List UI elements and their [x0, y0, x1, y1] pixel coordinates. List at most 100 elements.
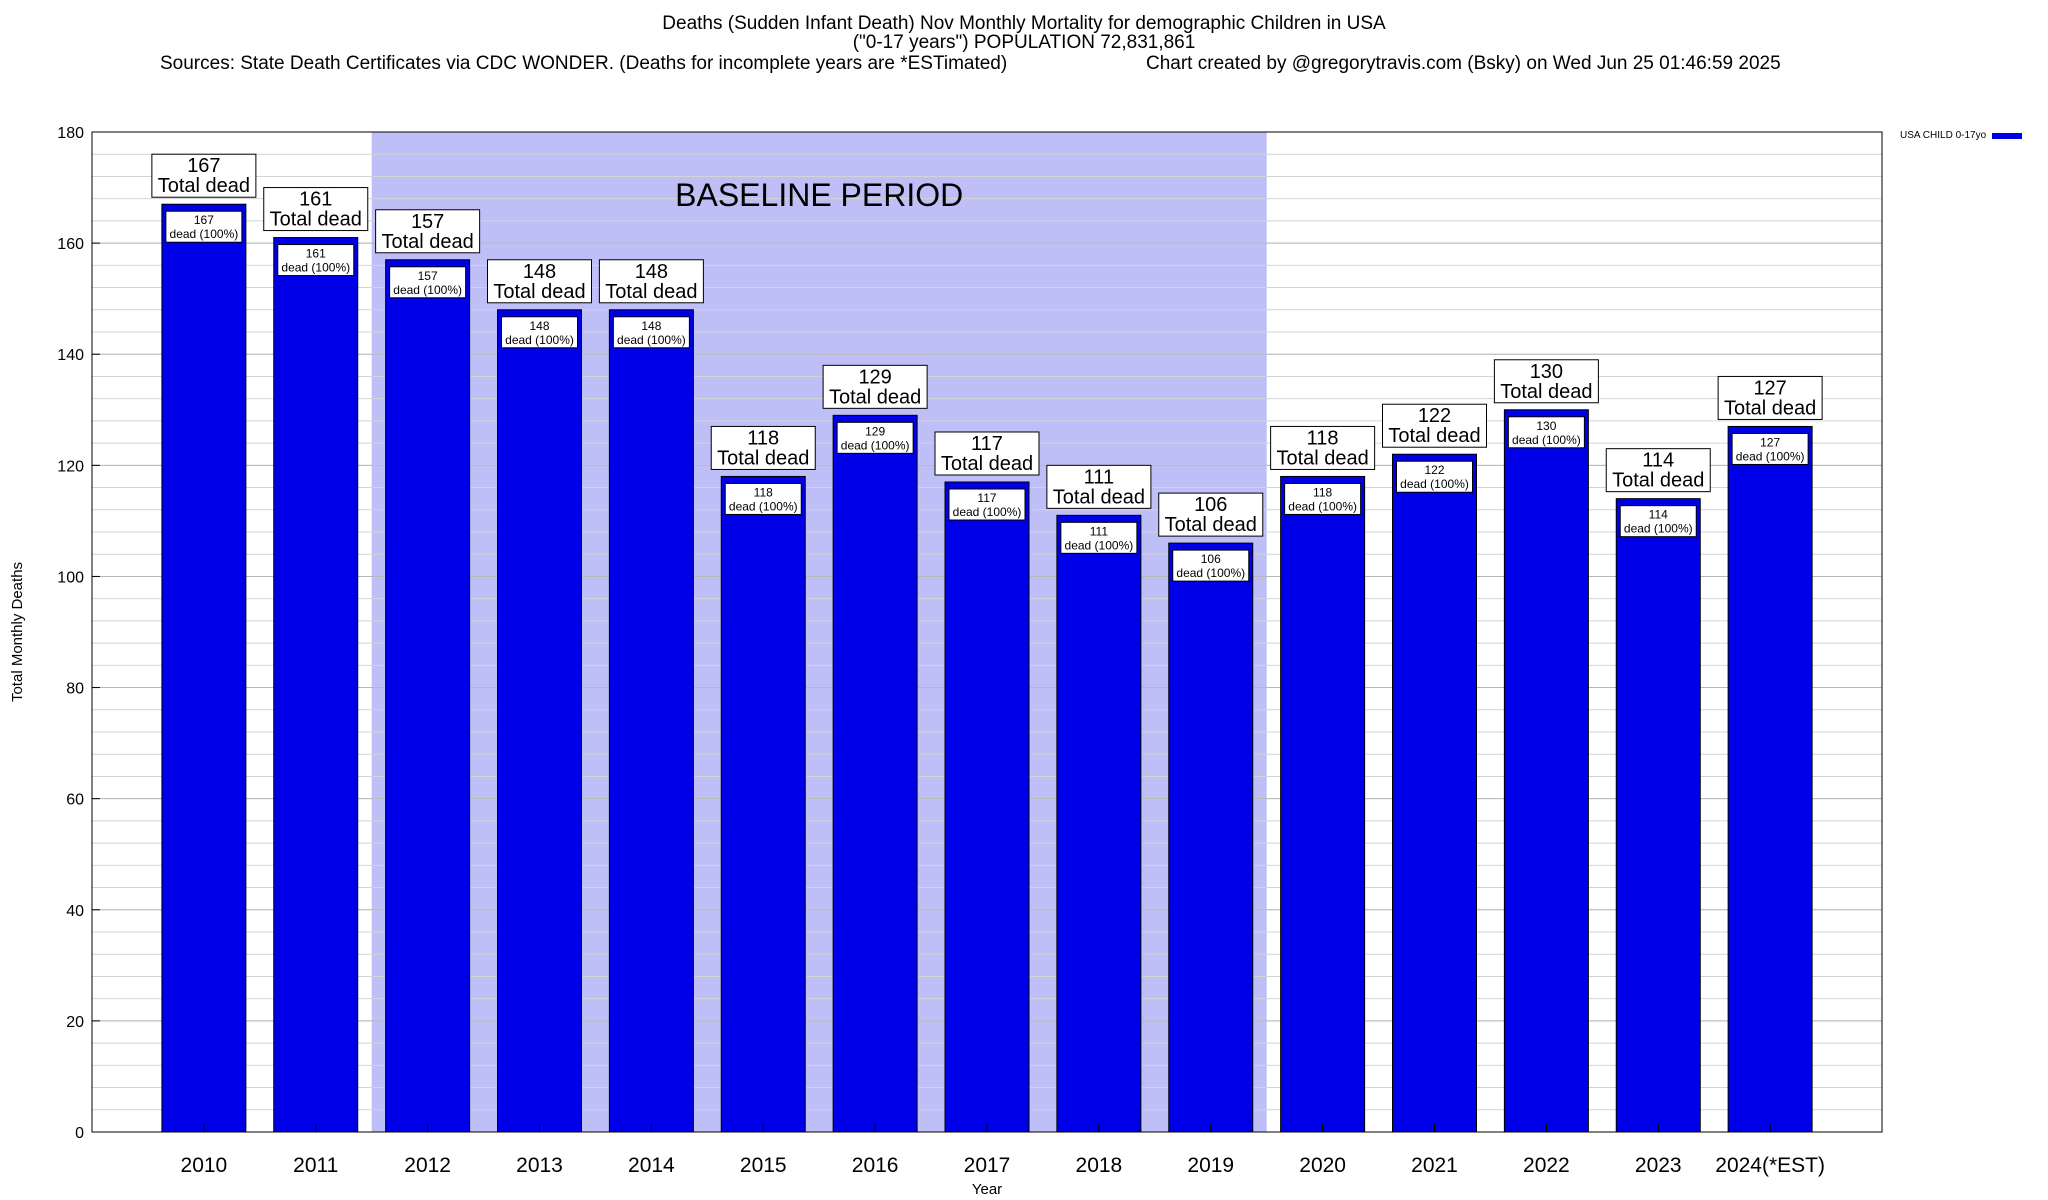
bar-inner-label: dead (100%) [1176, 566, 1245, 580]
bar-inner-label: dead (100%) [1065, 538, 1134, 552]
bar [1280, 475, 1366, 1133]
bar-inner-label-box [165, 210, 243, 243]
y-tick-label: 0 [75, 1125, 84, 1142]
bar-total-value: 122 [1418, 405, 1451, 427]
bar-inner-label-box [1731, 432, 1809, 465]
x-tick-label: 2015 [740, 1154, 787, 1177]
bar-inner-value: 148 [641, 319, 661, 333]
x-tick-label: 2014 [628, 1154, 675, 1177]
bar-total-label-box [151, 153, 257, 198]
x-tick-label: 2013 [516, 1154, 563, 1177]
bar [1727, 425, 1813, 1133]
y-tick-label: 120 [57, 458, 84, 475]
x-tick-label: 2017 [964, 1154, 1011, 1177]
bar-inner-value: 157 [418, 269, 438, 283]
bar-inner-label: dead (100%) [1736, 449, 1805, 463]
bar-inner-label-box [277, 244, 355, 277]
bar-total-value: 161 [299, 189, 332, 211]
bar-inner-value: 161 [306, 247, 326, 261]
bar-total-value: 117 [971, 433, 1003, 455]
x-tick-label: 2022 [1523, 1154, 1570, 1177]
bar-total-label: Total dead [1500, 381, 1592, 403]
y-tick-label: 60 [66, 792, 84, 809]
bar-inner-label: dead (100%) [1288, 499, 1357, 513]
bar [497, 309, 582, 1133]
bar [385, 259, 471, 1133]
bar-inner-label: dead (100%) [281, 261, 350, 275]
y-tick-label: 140 [57, 347, 84, 364]
bar-inner-value: 129 [865, 424, 885, 438]
bar-inner-label: dead (100%) [1624, 522, 1693, 536]
bar-total-label-box [1493, 359, 1599, 404]
bar-total-label-box [1717, 375, 1823, 420]
bar-inner-label: dead (100%) [841, 438, 910, 452]
bar-total-label-box [710, 425, 816, 470]
x-tick-label: 2021 [1411, 1154, 1458, 1177]
bar-inner-label: dead (100%) [729, 499, 798, 513]
bar-total-value: 111 [1084, 466, 1114, 488]
bar-total-value: 118 [1307, 427, 1339, 449]
y-tick-label: 180 [57, 125, 84, 142]
bar-total-label-box [1046, 464, 1152, 509]
bar-total-value: 148 [523, 261, 556, 283]
chart-legend: USA CHILD 0-17yo [1900, 130, 2023, 141]
bar-total-value: 130 [1530, 361, 1563, 383]
x-tick-label: 2016 [852, 1154, 899, 1177]
bar-inner-label-box [1396, 460, 1473, 493]
bar-inner-label: dead (100%) [617, 333, 686, 347]
bar-inner-label-box [1060, 521, 1138, 554]
bar-inner-value: 118 [1313, 485, 1332, 499]
bar-total-value: 167 [187, 155, 220, 177]
bar-total-label: Total dead [1165, 514, 1257, 536]
bar-inner-label-box [1284, 482, 1362, 515]
bar [608, 309, 694, 1133]
bar-inner-value: 118 [754, 485, 773, 499]
bar-inner-label-box [836, 421, 914, 454]
x-tick-label: 2023 [1635, 1154, 1682, 1177]
x-axis-label: Year [972, 1181, 1002, 1198]
bar [832, 414, 918, 1133]
bar-total-value: 148 [635, 261, 668, 283]
x-tick-label: 2011 [293, 1154, 338, 1177]
bar-total-label: Total dead [1724, 397, 1816, 419]
plot-frame [91, 131, 1883, 1133]
bar-inner-label-box [1507, 416, 1585, 449]
bar-total-value: 114 [1642, 450, 1674, 472]
bar-inner-value: 111 [1090, 524, 1109, 538]
bar [944, 481, 1030, 1133]
chart-subtitle: ("0-17 years") POPULATION 72,831,861 [852, 32, 1196, 53]
bar [1615, 498, 1701, 1133]
bar-total-label-box [822, 364, 928, 409]
bar-inner-label: dead (100%) [1512, 433, 1581, 447]
x-tick-label: 2018 [1076, 1154, 1123, 1177]
bar-total-label: Total dead [829, 386, 921, 408]
bar-total-label: Total dead [1276, 447, 1368, 469]
bar-total-label-box [487, 259, 592, 304]
bar-total-label: Total dead [1388, 425, 1480, 447]
y-tick-label: 100 [57, 569, 84, 586]
bar-inner-label-box [1619, 505, 1697, 538]
x-tick-label: 2020 [1299, 1154, 1346, 1177]
bar [273, 237, 359, 1133]
bar-inner-label: dead (100%) [953, 505, 1022, 519]
bar-inner-label: dead (100%) [505, 333, 574, 347]
bar-total-value: 106 [1194, 494, 1227, 516]
y-tick-label: 40 [66, 903, 84, 920]
bar-inner-value: 122 [1424, 463, 1444, 477]
bar-total-label-box [1382, 403, 1487, 448]
x-tick-label: 2019 [1187, 1154, 1234, 1177]
chart-sources: Sources: State Death Certificates via CD… [160, 53, 1008, 74]
bar-total-label: Total dead [381, 231, 473, 253]
bar-inner-label-box [948, 488, 1026, 521]
bar-inner-label: dead (100%) [170, 227, 239, 241]
y-tick-label: 20 [66, 1014, 84, 1031]
bar-total-label-box [1270, 425, 1376, 470]
chart-title: Deaths (Sudden Infant Death) Nov Monthly… [662, 13, 1386, 34]
bar-total-label: Total dead [1612, 470, 1704, 492]
chart-credit: Chart created by @gregorytravis.com (Bsk… [1146, 53, 1781, 74]
bar-inner-label: dead (100%) [1400, 477, 1469, 491]
bar-inner-label-box [1172, 549, 1250, 582]
bar-inner-value: 106 [1201, 552, 1221, 566]
bar-total-value: 129 [858, 366, 891, 388]
